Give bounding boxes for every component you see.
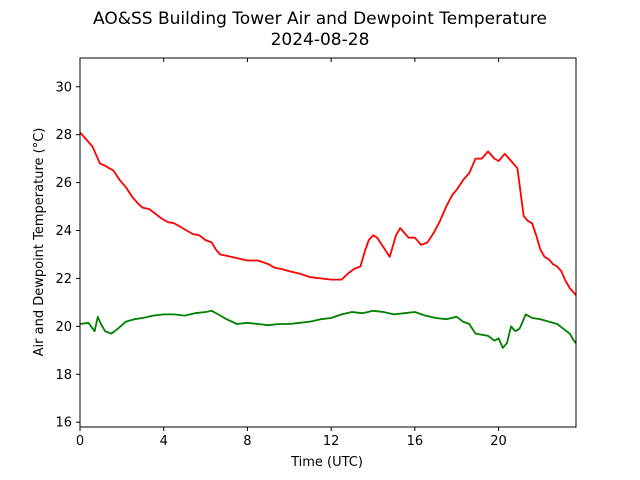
x-tick-label: 8 [243, 434, 251, 449]
x-tick-label: 12 [323, 434, 340, 449]
x-tick-label: 16 [407, 434, 424, 449]
series-line-2 [79, 309, 577, 349]
y-tick-label: 26 [55, 176, 72, 191]
x-tick-label: 20 [490, 434, 507, 449]
x-axis-label: Time (UTC) [290, 455, 363, 470]
y-tick-label: 18 [55, 368, 72, 383]
y-tick-label: 28 [55, 128, 72, 143]
tick-layer: 0 4 8 12 16 20 16 18 20 22 24 26 28 30 [55, 58, 507, 449]
chart-subtitle: 2024-08-28 [271, 30, 370, 50]
y-tick-label: 20 [55, 320, 72, 335]
plot-area-frame [79, 57, 577, 428]
x-tick-label: 4 [160, 434, 168, 449]
y-axis-label: Air and Dewpoint Temperature (°C) [32, 128, 47, 357]
series-layer [79, 131, 577, 349]
y-tick-label: 22 [55, 272, 72, 287]
y-tick-label: 24 [55, 224, 72, 239]
x-tick-label: 0 [76, 434, 84, 449]
y-tick-label: 30 [55, 80, 72, 95]
y-tick-label: 16 [55, 416, 72, 431]
chart-title: AO&SS Building Tower Air and Dewpoint Te… [93, 9, 547, 29]
series-line-1 [79, 131, 577, 296]
